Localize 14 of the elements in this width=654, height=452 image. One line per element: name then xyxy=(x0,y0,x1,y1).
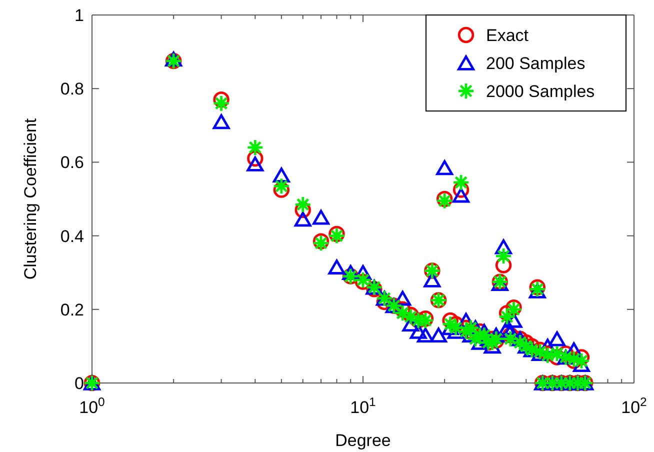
y-tick-label: 0 xyxy=(74,374,84,393)
y-tick-label: 0.6 xyxy=(60,153,84,172)
x-axis-title: Degree xyxy=(335,431,391,450)
y-axis-title: Clustering Coefficient xyxy=(21,118,40,280)
x-tick-label: 10$^{1}$ xyxy=(350,395,376,417)
legend-label: Exact xyxy=(486,26,529,45)
legend-label: 200 Samples xyxy=(486,54,586,73)
legend-label: 2000 Samples xyxy=(486,82,595,101)
x-tick-label: 10$^{0}$ xyxy=(79,395,106,417)
y-tick-label: 1 xyxy=(74,6,84,25)
y-tick-label: 0.4 xyxy=(60,226,84,246)
y-tick-label: 0.2 xyxy=(60,300,84,320)
x-tick-label: 10$^{2}$ xyxy=(621,395,648,417)
y-tick-label: 0.8 xyxy=(60,80,84,99)
